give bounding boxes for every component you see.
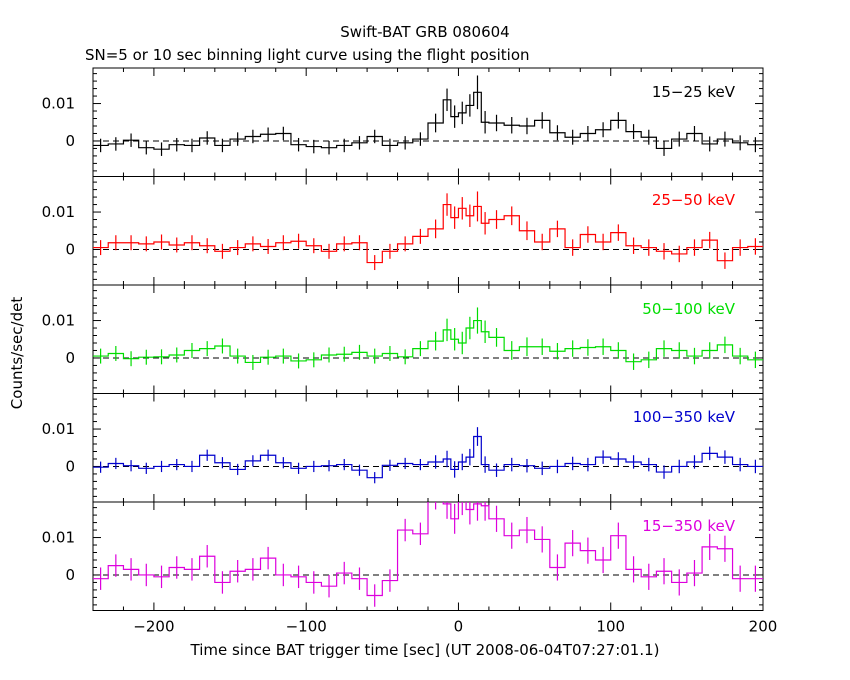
- panel-5: 0 0.01 15−350 keV: [42, 501, 764, 611]
- y-tick-label: 0.01: [42, 420, 75, 438]
- series-1: [93, 75, 763, 156]
- y-tick-label: 0: [65, 457, 75, 475]
- series-2: [93, 191, 763, 271]
- y-tick-label: 0: [65, 240, 75, 258]
- series-step-line: [93, 502, 763, 597]
- x-tick-label: 200: [749, 618, 778, 636]
- band-label: 15−350 keV: [642, 517, 735, 535]
- panel-3: 0 0.01 50−100 keV: [42, 284, 764, 394]
- y-tick-label: 0.01: [42, 312, 75, 330]
- panel-stack: 0 0.01 15−25 keV 0 0.01 25−50 keV 0 0.01 50−100 …: [42, 67, 778, 636]
- y-axis-label: Counts/sec/det: [8, 297, 26, 410]
- series-3: [93, 307, 763, 370]
- band-label: 100−350 keV: [633, 408, 736, 426]
- panel-4: 0 0.01 100−350 keV: [42, 393, 764, 503]
- y-tick-label: 0: [65, 566, 75, 584]
- panel-2: 0 0.01 25−50 keV: [42, 176, 764, 286]
- x-axis-label: Time since BAT trigger time [sec] (UT 20…: [190, 641, 660, 659]
- series-5: [93, 502, 763, 607]
- x-tick-label: 0: [454, 618, 464, 636]
- y-tick-label: 0: [65, 349, 75, 367]
- series-step-line: [93, 319, 763, 364]
- band-label: 25−50 keV: [652, 191, 736, 209]
- chart-title: Swift-BAT GRB 080604: [340, 23, 509, 41]
- y-tick-label: 0.01: [42, 203, 75, 221]
- series-step-line: [93, 435, 763, 479]
- series-step-line: [93, 203, 763, 264]
- chart-subtitle: SN=5 or 10 sec binning light curve using…: [85, 46, 530, 64]
- x-tick-label: −100: [286, 618, 327, 636]
- series-4: [93, 427, 763, 484]
- x-tick-label: −200: [133, 618, 174, 636]
- y-tick-label: 0.01: [42, 95, 75, 113]
- x-tick-label: 100: [596, 618, 625, 636]
- band-label: 15−25 keV: [652, 83, 736, 101]
- y-tick-label: 0.01: [42, 529, 75, 547]
- y-tick-label: 0: [65, 132, 75, 150]
- band-label: 50−100 keV: [642, 300, 735, 318]
- panel-1: 0 0.01 15−25 keV: [42, 67, 764, 177]
